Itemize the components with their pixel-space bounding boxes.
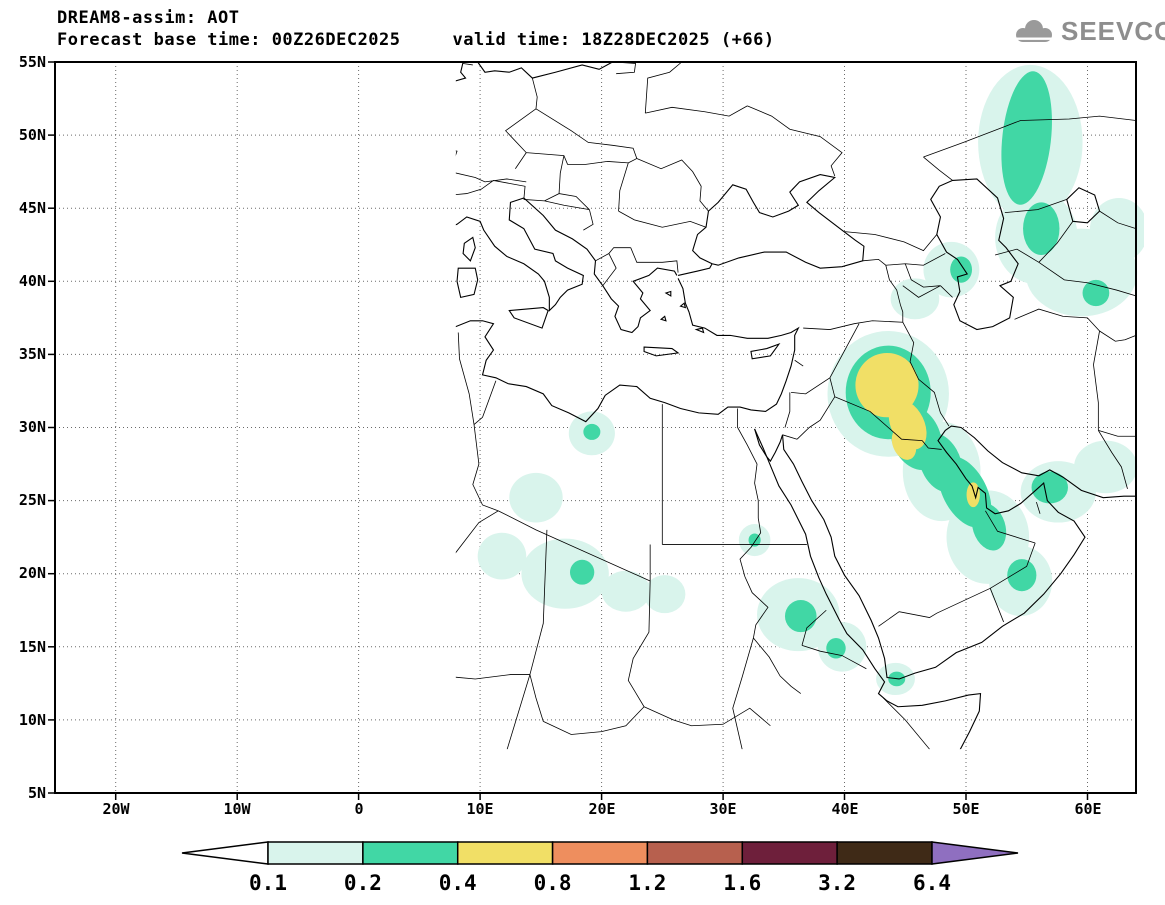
colorbar-underflow-arrow <box>181 841 269 865</box>
x-tick-label: 0 <box>354 800 364 818</box>
y-tick-label: 35N <box>18 345 46 363</box>
aot-fill-layer <box>477 64 1144 696</box>
y-tick-label: 10N <box>18 711 46 729</box>
x-tick-label: 20W <box>102 800 130 818</box>
colorbar-label: 0.4 <box>439 871 477 895</box>
y-tick-label: 20N <box>18 564 46 582</box>
colorbar-cell <box>646 841 744 865</box>
x-tick-label: 40E <box>831 800 859 818</box>
map-frame <box>48 61 1137 800</box>
axis-ticks <box>48 61 1089 800</box>
colorbar-cell <box>362 841 459 865</box>
seevccc-logo: SEEVCCC <box>1012 16 1165 47</box>
valid-time-label: valid time: 18Z28DEC2025 (+66) <box>452 30 775 50</box>
x-tick-label: 10E <box>466 800 494 818</box>
aot-level-0p4 <box>855 352 980 508</box>
y-tick-label: 45N <box>18 199 46 217</box>
y-tick-label: 15N <box>18 638 46 656</box>
colorbar-label: 0.8 <box>534 871 572 895</box>
colorbar-cell <box>551 841 649 865</box>
page-title: DREAM8-assim: AOT <box>57 8 240 28</box>
colorbar: 0.1 0.2 0.4 0.8 1.2 1.6 3.2 6.4 <box>181 841 1019 895</box>
time-subtitle: Forecast base time: 00Z26DEC2025 valid ti… <box>57 30 775 50</box>
colorbar-label: 1.2 <box>628 871 666 895</box>
colorbar-cell <box>267 841 364 865</box>
x-tick-label: 20E <box>588 800 616 818</box>
colorbar-label: 0.2 <box>344 871 382 895</box>
y-tick-label: 50N <box>18 126 46 144</box>
x-tick-label: 60E <box>1074 800 1102 818</box>
y-tick-label: 55N <box>18 53 46 71</box>
x-tick-label: 10W <box>223 800 251 818</box>
colorbar-label: 0.1 <box>249 871 287 895</box>
base-time-label: Forecast base time: 00Z26DEC2025 <box>57 30 401 50</box>
colorbar-cell <box>741 841 838 865</box>
colorbar-overflow-arrow <box>931 841 1019 865</box>
logo-text: SEEVCCC <box>1061 16 1165 46</box>
y-tick-label: 30N <box>18 418 46 436</box>
colorbar-label: 6.4 <box>913 871 951 895</box>
y-tick-label: 25N <box>18 491 46 509</box>
map-canvas <box>48 54 1144 800</box>
colorbar-label: 1.6 <box>723 871 761 895</box>
cloud-icon <box>1016 19 1052 42</box>
coastlines <box>59 62 1136 793</box>
rivers <box>733 408 801 793</box>
x-tick-label: 30E <box>709 800 737 818</box>
colorbar-cell <box>456 841 554 865</box>
geography-layer <box>59 62 1136 793</box>
country-borders <box>153 62 1136 793</box>
x-tick-label: 50E <box>952 800 980 818</box>
colorbar-cell <box>836 841 933 865</box>
colorbar-label: 3.2 <box>818 871 856 895</box>
y-tick-label: 5N <box>27 784 46 802</box>
y-tick-label: 40N <box>18 272 46 290</box>
